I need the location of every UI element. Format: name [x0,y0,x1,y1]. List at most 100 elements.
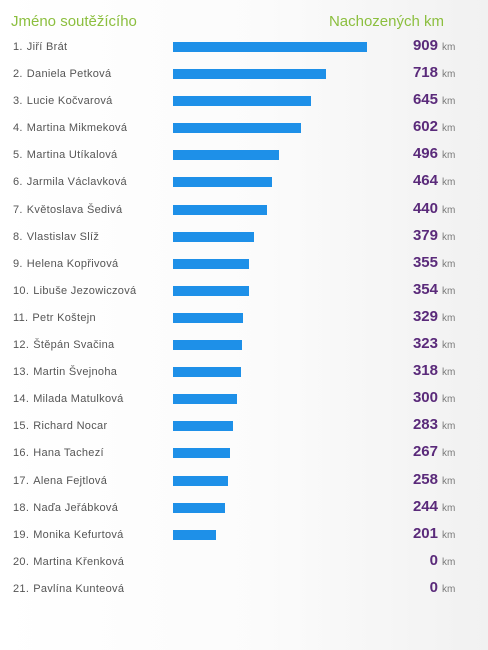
distance-unit: km [442,231,456,243]
list-item: 13. Martin Švejnoha 318 km [0,359,488,386]
distance-unit: km [442,475,456,487]
distance-bar [173,475,228,486]
distance-value: 267 [412,443,438,461]
participant-label: 4. Martina Mikmeková [13,122,127,134]
list-item: 20. Martina Křenková 0 km [0,549,488,576]
distance-unit: km [442,448,456,460]
distance-unit: km [442,123,456,135]
distance-unit: km [442,394,456,406]
distance-unit: km [442,421,456,433]
participant-label: 12. Štěpán Svačina [13,339,114,351]
participant-label: 21. Pavlína Kunteová [13,583,124,595]
participant-name: Richard Nocar [33,420,108,433]
distance-unit: km [442,502,456,514]
rank-number: 18. [13,501,30,514]
distance-value: 0 [429,578,438,596]
rank-number: 2. [13,68,23,81]
column-header-km: Nachozených km [328,13,444,30]
participant-label: 20. Martina Křenková [13,556,124,568]
distance-bar [173,394,237,405]
distance-value: 718 [412,64,438,82]
rank-number: 17. [13,474,30,487]
distance-bar [173,204,267,215]
distance-value: 300 [412,389,438,407]
participant-name: Jiří Brát [26,41,68,53]
distance-bar [173,421,233,432]
participant-name: Vlastislav Slíž [26,230,100,243]
rank-number: 9. [13,257,23,270]
rank-number: 19. [13,528,30,541]
list-item: 14. Milada Matulková 300 km [0,386,488,413]
participant-label: 10. Libuše Jezowiczová [13,285,136,297]
list-item: 1. Jiří Brát 909 km [0,34,488,61]
participant-name: Martin Švejnoha [33,366,118,379]
participant-label: 9. Helena Kopřivová [13,258,118,270]
distance-bar [173,285,249,296]
participant-name: Pavlína Kunteová [33,582,125,595]
list-item: 4. Martina Mikmeková 602 km [0,115,488,142]
participant-name: Monika Kefurtová [33,528,124,541]
distance-unit: km [442,583,456,595]
distance-bar [173,529,216,540]
rank-number: 7. [13,203,23,216]
distance-bar [173,312,243,323]
participant-label: 5. Martina Utíkalová [13,149,117,161]
participant-name: Štěpán Svačina [33,339,115,352]
distance-unit: km [442,150,456,162]
distance-bar [173,177,272,188]
distance-bar [173,96,311,107]
list-item: 7. Květoslava Šedivá 440 km [0,197,488,224]
participant-name: Hana Tachezí [33,447,104,460]
distance-value: 496 [412,145,438,163]
rank-number: 14. [13,393,30,406]
participant-label: 19. Monika Kefurtová [13,529,124,541]
participant-label: 8. Vlastislav Slíž [13,231,99,243]
participant-label: 11. Petr Koštejn [13,312,96,324]
distance-bar [173,150,279,161]
distance-value: 354 [412,280,438,298]
list-item: 19. Monika Kefurtová 201 km [0,522,488,549]
rank-number: 13. [13,366,30,379]
rank-number: 21. [13,582,30,595]
rank-number: 10. [13,284,30,297]
participant-name: Květoslava Šedivá [26,203,123,216]
rank-number: 11. [13,311,29,324]
distance-bar [173,123,301,134]
distance-value: 201 [412,524,438,542]
list-item: 2. Daniela Petková 718 km [0,61,488,88]
list-item: 9. Helena Kopřivová 355 km [0,251,488,278]
distance-value: 283 [412,416,438,434]
distance-value: 0 [429,551,438,569]
participant-name: Martina Křenková [33,555,125,568]
participant-name: Naďa Jeřábková [33,501,119,514]
list-item: 5. Martina Utíkalová 496 km [0,142,488,169]
rank-number: 5. [13,149,23,162]
participant-name: Libuše Jezowiczová [33,284,137,297]
rank-number: 15. [13,420,30,433]
rank-number: 20. [13,555,30,568]
distance-value: 329 [412,307,438,325]
participant-label: 6. Jarmila Václavková [13,176,127,188]
distance-unit: km [442,96,456,108]
distance-value: 909 [412,37,438,54]
list-item: 11. Petr Koštejn 329 km [0,305,488,332]
participant-label: 14. Milada Matulková [13,393,124,405]
distance-value: 318 [412,362,438,380]
list-item: 3. Lucie Kočvarová 645 km [0,88,488,115]
list-item: 8. Vlastislav Slíž 379 km [0,224,488,251]
distance-bar [173,231,254,242]
list-item: 17. Alena Fejtlová 258 km [0,468,488,495]
list-item: 18. Naďa Jeřábková 244 km [0,495,488,522]
rank-number: 4. [13,122,23,135]
participant-label: 13. Martin Švejnoha [13,366,117,378]
participant-label: 18. Naďa Jeřábková [13,502,118,514]
distance-value: 258 [412,470,438,488]
participant-name: Alena Fejtlová [33,474,108,487]
list-item: 15. Richard Nocar 283 km [0,413,488,440]
list-item: 16. Hana Tachezí 267 km [0,440,488,467]
distance-value: 323 [412,335,438,353]
participant-name: Helena Kopřivová [26,257,119,270]
list-item: 6. Jarmila Václavková 464 km [0,169,488,196]
distance-value: 355 [412,253,438,271]
distance-unit: km [442,258,456,270]
